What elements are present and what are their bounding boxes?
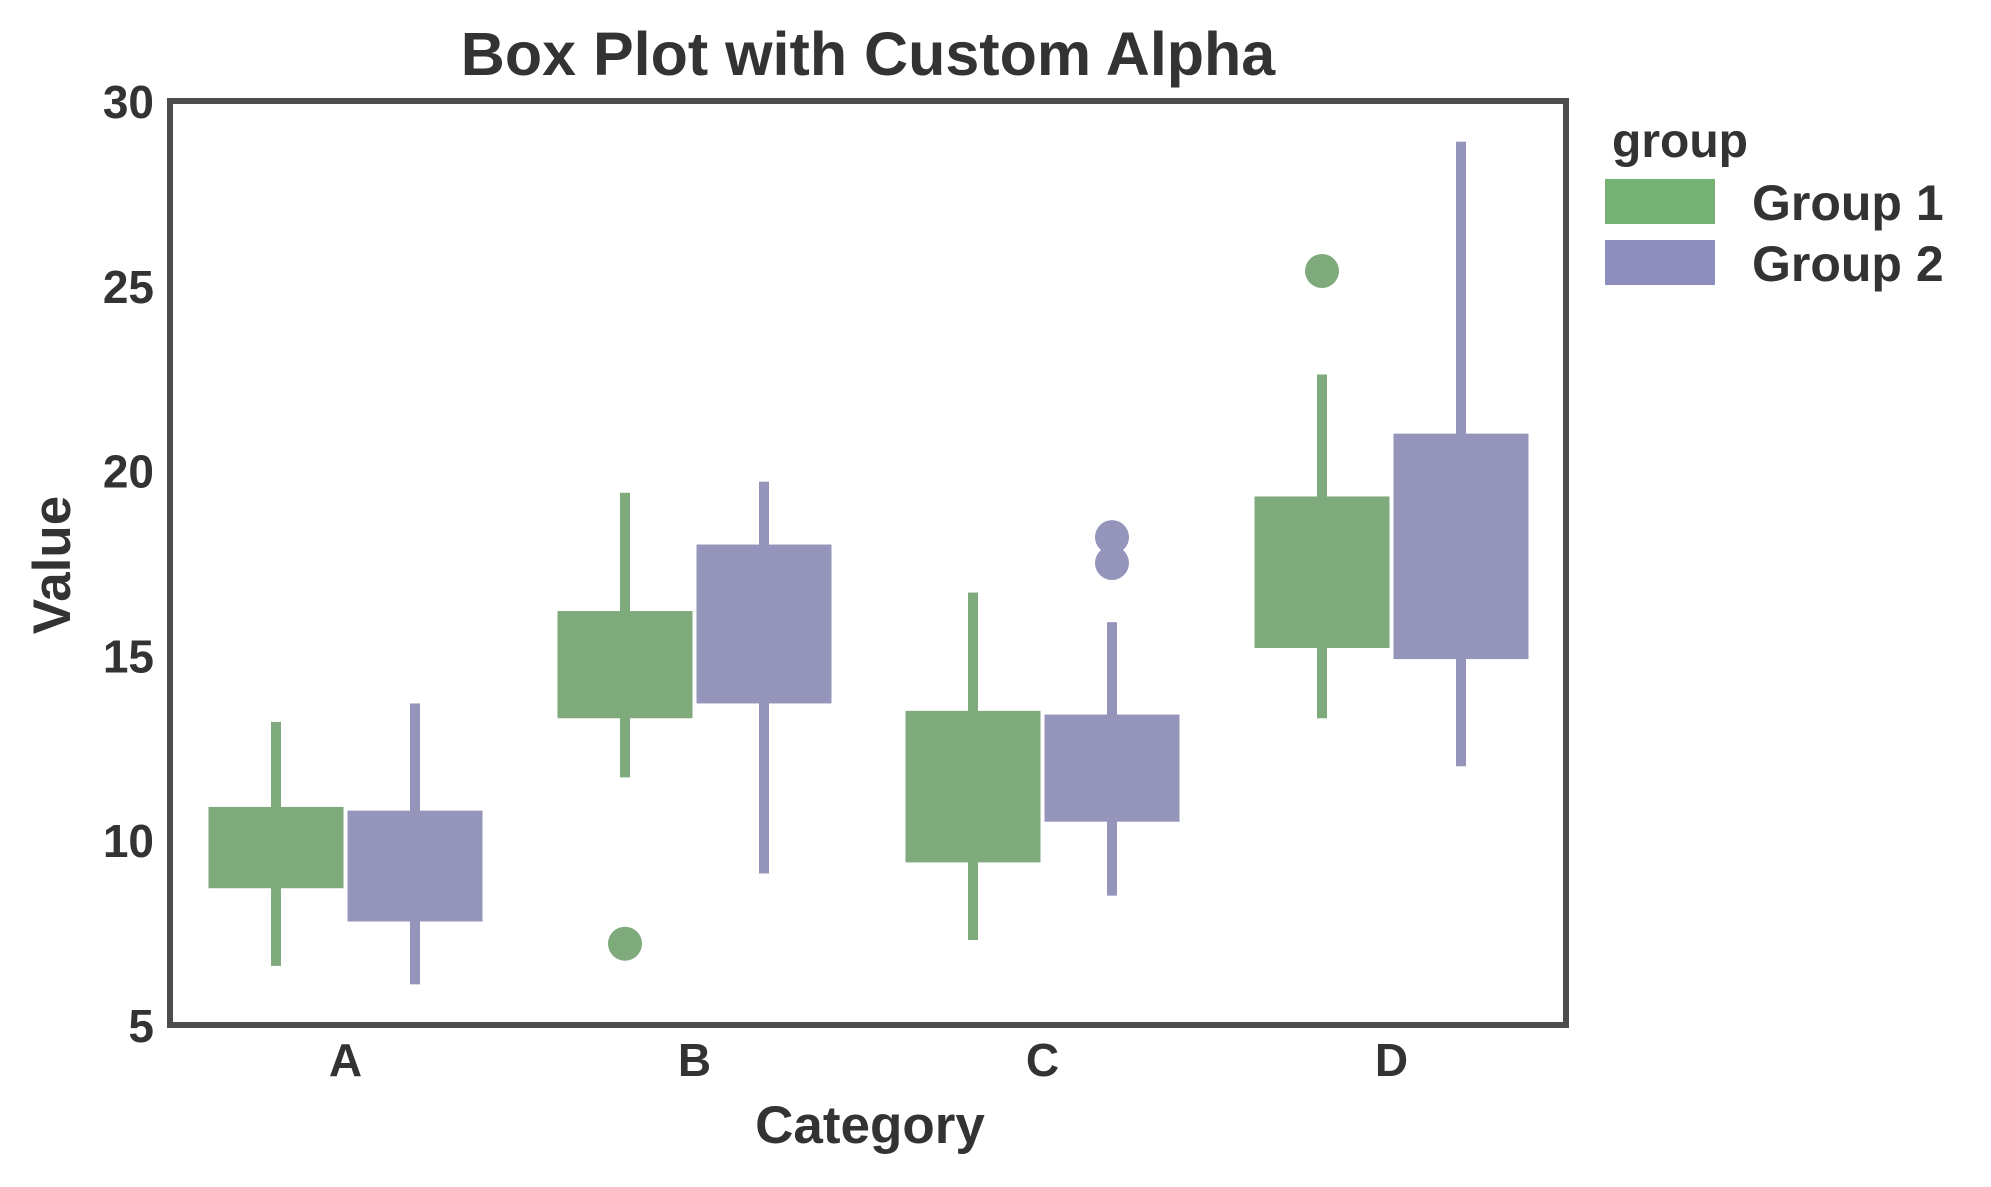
y-tick-label: 10	[103, 815, 154, 867]
series-group-1	[208, 254, 1390, 966]
box-c-2	[1044, 520, 1180, 896]
legend-label-group-2: Group 2	[1752, 236, 1944, 292]
legend-swatch-green	[1605, 179, 1715, 224]
y-tick-label: 5	[128, 1000, 154, 1052]
box-series	[208, 141, 1529, 985]
x-axis-label: Category	[755, 1096, 985, 1155]
iqr-box	[696, 544, 832, 704]
outlier-point	[1305, 254, 1339, 289]
y-tick-label: 30	[103, 76, 154, 128]
chart-title: Box Plot with Custom Alpha	[461, 20, 1277, 88]
legend-item-group-1[interactable]: Group 1	[1605, 175, 1944, 231]
y-axis-ticks: 5 10 15 20 25 30	[103, 76, 154, 1052]
box-b-2	[696, 481, 832, 874]
iqr-box	[905, 710, 1041, 863]
iqr-box	[1393, 433, 1529, 660]
outlier-point	[608, 926, 642, 961]
y-tick-label: 15	[103, 630, 154, 682]
iqr-box	[1044, 714, 1180, 822]
legend-swatch-purple	[1605, 240, 1715, 285]
iqr-box	[347, 810, 483, 922]
box-d-1	[1254, 254, 1390, 719]
iqr-box	[1254, 496, 1390, 649]
legend-item-group-2[interactable]: Group 2	[1605, 236, 1944, 292]
legend: group Group 1 Group 2	[1605, 115, 1944, 292]
iqr-box	[208, 806, 344, 889]
x-axis-ticks: A B C D	[329, 1034, 1408, 1086]
iqr-box	[557, 611, 693, 719]
y-tick-label: 25	[103, 261, 154, 313]
outlier-point	[1095, 520, 1129, 555]
x-tick-label: B	[678, 1034, 711, 1086]
y-tick-label: 20	[103, 446, 154, 498]
x-tick-label: A	[329, 1034, 362, 1086]
legend-title: group	[1612, 115, 1748, 168]
x-tick-label: C	[1026, 1034, 1059, 1086]
box-d-2	[1393, 141, 1529, 767]
x-tick-label: D	[1375, 1034, 1408, 1086]
box-b-1	[557, 492, 693, 961]
plot-area	[167, 98, 1569, 1028]
box-a-1	[208, 721, 344, 966]
series-group-2	[347, 141, 1529, 985]
plot-frame	[167, 98, 1569, 1028]
outlier-point	[1095, 546, 1129, 580]
box-c-1	[905, 592, 1041, 940]
box-a-2	[347, 703, 483, 985]
y-axis-label: Value	[23, 496, 82, 634]
legend-label-group-1: Group 1	[1752, 175, 1944, 231]
